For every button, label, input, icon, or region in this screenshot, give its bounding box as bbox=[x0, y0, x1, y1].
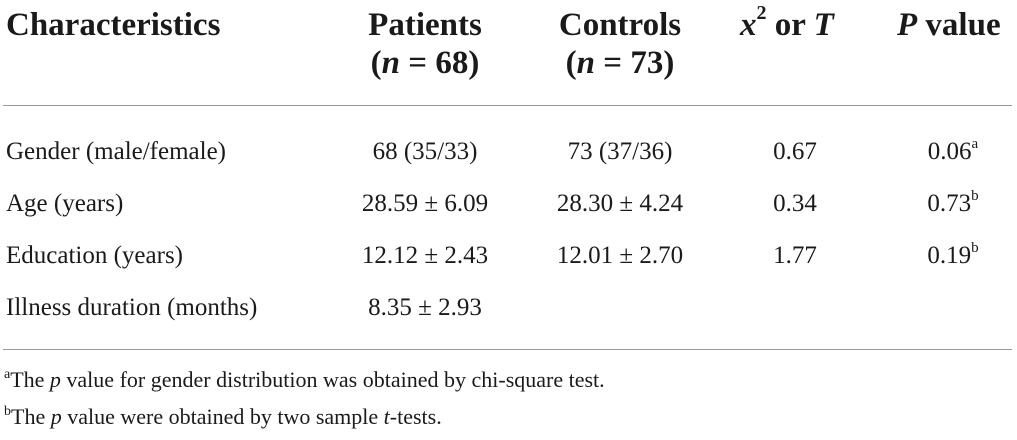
header-patients-title: Patients bbox=[368, 7, 482, 43]
footnote-mark: a bbox=[4, 366, 11, 382]
footnote-mark: b bbox=[4, 403, 11, 419]
row-label: Illness duration (months) bbox=[6, 294, 258, 321]
row-stat: 0.34 bbox=[773, 190, 817, 217]
header-p-label: P bbox=[897, 7, 918, 43]
header-characteristics: Characteristics bbox=[6, 7, 221, 43]
header-statistic: x2 or T bbox=[740, 3, 834, 44]
table-row: Age (years) 28.59 ± 6.09 28.30 ± 4.24 0.… bbox=[0, 184, 1017, 224]
row-controls: 73 (37/36) bbox=[567, 138, 673, 165]
footnote-italic: t bbox=[383, 404, 390, 429]
header-controls: Controls (n = 73) bbox=[515, 6, 725, 82]
row-controls: 28.30 ± 4.24 bbox=[556, 190, 684, 217]
footnote-text: value were obtained by two sample bbox=[61, 404, 384, 429]
row-stat: 0.67 bbox=[773, 138, 817, 165]
row-p-value: 0.19 bbox=[927, 242, 972, 269]
footnote-text: The bbox=[10, 367, 50, 392]
header-rule bbox=[3, 105, 1012, 106]
row-stat: 1.77 bbox=[773, 242, 817, 269]
header-patients-n-label: n bbox=[381, 45, 401, 81]
header-p-word: value bbox=[917, 7, 1001, 43]
header-patients: Patients (n = 68) bbox=[320, 6, 530, 82]
row-p: 0.19b bbox=[898, 236, 1008, 276]
table-row: Illness duration (months) 8.35 ± 2.93 bbox=[0, 288, 1017, 328]
row-p-sup: a bbox=[971, 135, 979, 152]
row-p-sup: b bbox=[971, 187, 979, 204]
footnote-text: The bbox=[11, 404, 51, 429]
header-stat-exp: 2 bbox=[756, 2, 767, 24]
footnote-b: bThe p value were obtained by two sample… bbox=[4, 403, 442, 431]
footnote-text: value for gender distribution was obtain… bbox=[60, 367, 605, 392]
header-controls-n-label: n bbox=[576, 45, 596, 81]
row-controls: 12.01 ± 2.70 bbox=[556, 242, 684, 269]
header-stat-or: or bbox=[766, 7, 814, 43]
row-p: 0.73b bbox=[898, 184, 1008, 224]
footnote-italic: p bbox=[50, 404, 62, 429]
row-label: Gender (male/female) bbox=[6, 138, 227, 165]
header-controls-title: Controls bbox=[558, 7, 682, 43]
header-controls-n: (n = 73) bbox=[565, 45, 675, 81]
row-patients: 12.12 ± 2.43 bbox=[361, 242, 489, 269]
row-p-sup: b bbox=[971, 239, 979, 256]
footnote-a: aThe p value for gender distribution was… bbox=[4, 366, 605, 394]
table-row: Education (years) 12.12 ± 2.43 12.01 ± 2… bbox=[0, 236, 1017, 276]
header-p-value: P value bbox=[897, 6, 1001, 44]
header-patients-n-value: = 68) bbox=[400, 45, 480, 81]
header-stat-x: x bbox=[740, 7, 757, 43]
row-patients: 68 (35/33) bbox=[372, 138, 478, 165]
footnote-italic: p bbox=[49, 367, 61, 392]
row-patients: 8.35 ± 2.93 bbox=[368, 294, 482, 321]
row-label: Education (years) bbox=[6, 242, 184, 269]
footnote-text: -tests. bbox=[389, 404, 442, 429]
row-p-value: 0.06 bbox=[927, 138, 972, 165]
header-controls-n-value: = 73) bbox=[595, 45, 675, 81]
header-patients-n: (n = 68) bbox=[370, 45, 480, 81]
row-patients: 28.59 ± 6.09 bbox=[361, 190, 489, 217]
bottom-rule bbox=[3, 349, 1012, 350]
row-p: 0.06a bbox=[898, 132, 1008, 172]
table-row: Gender (male/female) 68 (35/33) 73 (37/3… bbox=[0, 132, 1017, 172]
header-stat-t: T bbox=[813, 7, 834, 43]
row-p-value: 0.73 bbox=[927, 190, 972, 217]
row-label: Age (years) bbox=[6, 190, 124, 217]
